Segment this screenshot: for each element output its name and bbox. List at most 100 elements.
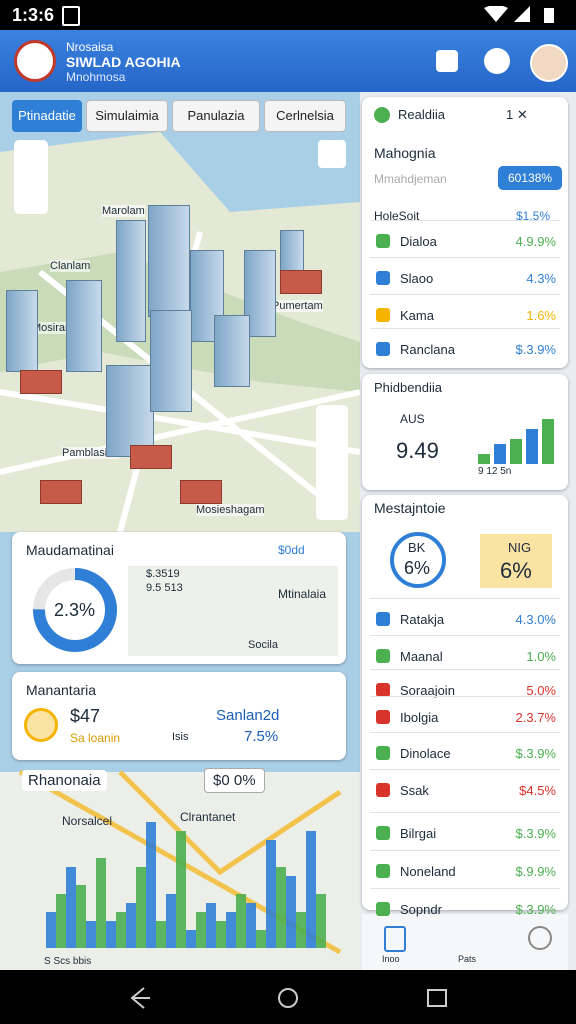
header-icon[interactable]	[484, 48, 510, 74]
chart-bar	[286, 876, 296, 948]
tab[interactable]: Cerlnelsia	[264, 100, 346, 132]
row-icon	[376, 710, 390, 724]
row-icon	[376, 271, 390, 285]
avatar[interactable]	[530, 44, 568, 82]
map-controls[interactable]	[14, 140, 48, 214]
row-icon	[376, 342, 390, 356]
flag-value: 6%	[500, 558, 532, 583]
flag-label: NIG	[508, 540, 532, 555]
chart-bar	[166, 894, 176, 948]
app-header	[0, 30, 576, 92]
card-title: Rhanonaia	[22, 770, 107, 791]
row-divider	[370, 257, 560, 258]
chart-bar	[186, 930, 196, 948]
row-label: Sopndr	[400, 902, 442, 917]
row-icon	[376, 234, 390, 248]
map-label: Clanlam	[50, 260, 91, 272]
status-icons	[484, 6, 554, 23]
building	[150, 310, 192, 412]
row-divider	[370, 635, 560, 636]
building	[6, 290, 38, 372]
chart-bar	[256, 930, 266, 948]
building	[116, 220, 146, 342]
nav-label[interactable]: Inoo	[382, 954, 400, 964]
row-divider	[370, 598, 560, 599]
header-title: SIWLAD AGOHIA	[66, 54, 181, 70]
donut-label: 2.3%	[54, 600, 96, 620]
card[interactable]	[12, 672, 346, 760]
panel	[362, 97, 568, 368]
row-label: Dinolace	[400, 746, 451, 761]
coin-icon	[24, 708, 58, 742]
row-value: $.3.9%	[515, 826, 556, 841]
building	[106, 365, 154, 457]
chart-bar	[106, 921, 116, 948]
system-nav-buttons[interactable]	[120, 982, 460, 1012]
row-value: 1.6%	[526, 308, 556, 323]
house	[20, 370, 62, 394]
panel-controls[interactable]: 1 ✕	[506, 107, 528, 122]
card-value: 7.5%	[244, 728, 279, 745]
panel-title: Realdiia	[398, 107, 445, 122]
card-text: Isis	[172, 731, 189, 743]
row-label: Soraajoin	[400, 683, 455, 698]
row-label: Dialoa	[400, 234, 437, 249]
building	[66, 280, 102, 372]
row-value: $.3.9%	[515, 746, 556, 761]
tab[interactable]: Simulaimia	[86, 100, 168, 132]
chart-bar	[196, 912, 206, 948]
chart-bar	[296, 912, 306, 948]
row-value: $.9.9%	[515, 864, 556, 879]
row-icon	[376, 612, 390, 626]
row-label: Noneland	[400, 864, 456, 879]
nav-label[interactable]: Pats	[458, 954, 477, 964]
nav-icon[interactable]	[384, 926, 406, 952]
row-label: Ranclana	[400, 342, 455, 357]
header-icon[interactable]	[436, 50, 458, 72]
stat-value: 9.49	[396, 438, 439, 463]
chart-bar	[176, 831, 186, 948]
panel-title: Phidbendiia	[374, 380, 442, 395]
chart-bar	[236, 894, 246, 948]
row-icon	[376, 683, 390, 697]
chart-bar	[146, 822, 156, 948]
ring-value: 6%	[404, 558, 431, 578]
chart-bar	[246, 903, 256, 948]
zoom-controls[interactable]	[316, 405, 348, 520]
row-divider	[370, 850, 560, 851]
map-expand[interactable]	[318, 140, 346, 168]
row-label: Ibolgia	[400, 710, 439, 725]
row-divider	[370, 812, 560, 813]
row-divider	[370, 769, 560, 770]
card-text: $.3519	[146, 568, 180, 580]
chart-bar	[216, 921, 226, 948]
row-value: 5.0%	[526, 683, 556, 698]
nav-icon[interactable]	[528, 926, 552, 950]
tab[interactable]: Panulazia	[172, 100, 260, 132]
mini-bar	[542, 419, 554, 464]
axis-label: 9 12 5n	[478, 466, 512, 477]
chart-bar	[136, 867, 146, 948]
chart-bar	[266, 840, 276, 948]
system-nav	[0, 970, 576, 1024]
map-label: Marolam	[102, 205, 145, 217]
row-icon	[376, 746, 390, 760]
flag-card	[480, 534, 552, 588]
chart-bar	[156, 921, 166, 948]
panel-title: Mestajntoie	[374, 500, 446, 516]
status-bar	[0, 0, 576, 30]
header-line: Mnohmosa	[66, 70, 126, 84]
row-label: HoleSoit	[374, 209, 420, 223]
chart-bar	[66, 867, 76, 948]
chart-bar	[96, 858, 106, 948]
tab[interactable]: Ptinadatie	[12, 100, 82, 132]
map-label: Mosieshagam	[196, 504, 265, 516]
card-name: Sanlan2d	[216, 707, 280, 724]
card-badge: $0dd	[278, 543, 305, 557]
panel-badge[interactable]: 60138%	[498, 166, 563, 190]
row-icon	[376, 308, 390, 322]
map-label: Pamblasian	[62, 447, 120, 459]
mini-bar	[526, 429, 538, 464]
row-value: $4.5%	[519, 783, 556, 798]
